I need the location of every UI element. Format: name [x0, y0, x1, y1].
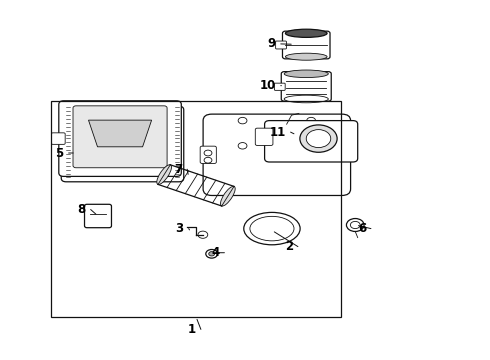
- Text: 7: 7: [174, 163, 182, 176]
- Ellipse shape: [284, 70, 328, 77]
- Circle shape: [206, 249, 218, 258]
- Bar: [51, 101, 341, 317]
- FancyBboxPatch shape: [73, 106, 167, 168]
- Circle shape: [209, 252, 215, 256]
- Circle shape: [238, 143, 247, 149]
- FancyBboxPatch shape: [255, 128, 273, 145]
- FancyBboxPatch shape: [275, 41, 286, 49]
- Ellipse shape: [244, 212, 300, 245]
- Text: 10: 10: [260, 79, 276, 92]
- Ellipse shape: [250, 216, 294, 241]
- Circle shape: [307, 117, 316, 124]
- Circle shape: [300, 125, 337, 152]
- Text: 9: 9: [268, 37, 276, 50]
- Circle shape: [204, 150, 212, 156]
- Text: 6: 6: [358, 222, 366, 235]
- Circle shape: [350, 221, 360, 229]
- Text: 2: 2: [285, 240, 293, 253]
- FancyBboxPatch shape: [203, 114, 350, 195]
- Ellipse shape: [157, 165, 172, 184]
- Ellipse shape: [285, 29, 327, 37]
- FancyBboxPatch shape: [51, 133, 65, 144]
- Circle shape: [238, 117, 247, 124]
- Polygon shape: [89, 120, 151, 147]
- Text: 11: 11: [270, 126, 286, 139]
- FancyBboxPatch shape: [61, 106, 184, 182]
- Circle shape: [306, 130, 331, 148]
- Ellipse shape: [220, 186, 235, 206]
- FancyBboxPatch shape: [281, 72, 331, 101]
- Text: 4: 4: [211, 246, 220, 259]
- Text: 3: 3: [175, 222, 184, 235]
- FancyBboxPatch shape: [200, 146, 216, 163]
- FancyBboxPatch shape: [282, 31, 330, 59]
- Circle shape: [346, 219, 364, 231]
- FancyBboxPatch shape: [265, 121, 358, 162]
- FancyBboxPatch shape: [59, 101, 181, 176]
- Circle shape: [204, 157, 212, 163]
- Circle shape: [307, 143, 316, 149]
- Circle shape: [277, 130, 286, 136]
- Ellipse shape: [284, 95, 328, 103]
- Ellipse shape: [285, 53, 327, 60]
- Text: 1: 1: [188, 323, 196, 336]
- Text: 5: 5: [55, 147, 64, 159]
- FancyBboxPatch shape: [85, 204, 112, 228]
- FancyBboxPatch shape: [274, 83, 285, 90]
- Circle shape: [266, 134, 288, 150]
- Circle shape: [198, 231, 208, 238]
- Text: 8: 8: [77, 203, 86, 216]
